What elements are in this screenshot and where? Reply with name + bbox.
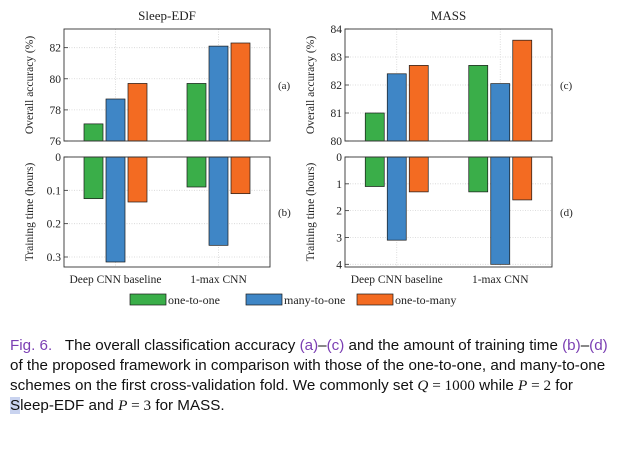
caption-text-1: The overall classification accuracy bbox=[64, 337, 300, 354]
panel-b-frame bbox=[63, 156, 271, 268]
panel-a-title: Sleep-EDF bbox=[138, 8, 196, 23]
panel-c-bar-many-to-one-deep-cnn bbox=[386, 73, 407, 142]
legend-swatch-one-to-one bbox=[129, 293, 167, 306]
legend-swatch-many-to-one bbox=[245, 293, 283, 306]
panel-d-label: (d) bbox=[560, 207, 573, 219]
panel-d-xtick-label: 1-max CNN bbox=[472, 274, 529, 286]
panel-a-bar-one-to-many-deep-cnn bbox=[127, 83, 148, 142]
panel-a-ytick-label: 76 bbox=[50, 136, 62, 148]
figure-caption: Fig. 6. The overall classification accur… bbox=[10, 336, 620, 416]
panel-b-bar-one-to-many-deep-cnn bbox=[127, 156, 148, 203]
panel-d-xtick-label: Deep CNN baseline bbox=[351, 274, 443, 286]
panel-c-ytick-label: 83 bbox=[331, 52, 343, 64]
panel-b-xtick-label: 1-max CNN bbox=[190, 274, 247, 286]
panel-b-bar-many-to-one-deep-cnn bbox=[105, 156, 126, 263]
panel-d-frame bbox=[344, 156, 553, 268]
panel-c-bar-one-to-one-deep-cnn bbox=[364, 112, 385, 142]
panel-b-bar-many-to-one-1max-cnn bbox=[208, 156, 229, 246]
panel-a-ylabel: Overall accuracy (%) bbox=[24, 36, 36, 134]
panel-b-ytick-label: 0.3 bbox=[47, 252, 62, 264]
panel-d-ytick-label: 1 bbox=[336, 179, 342, 191]
panel-d-ytick-label: 4 bbox=[336, 259, 342, 271]
caption-text-5: for bbox=[551, 377, 573, 394]
panel-a-ytick-label: 82 bbox=[50, 43, 62, 55]
panel-d-ylabel: Training time (hours) bbox=[305, 163, 317, 262]
caption-text-6: leep-EDF and bbox=[20, 397, 119, 414]
panel-b-xtick-label: Deep CNN baseline bbox=[70, 274, 162, 286]
panel-b-bar-one-to-one-1max-cnn bbox=[186, 156, 207, 188]
panel-d-bar-many-to-one-1max-cnn bbox=[490, 156, 511, 265]
panel-d-bar-one-to-many-1max-cnn bbox=[512, 156, 533, 201]
panel-c-label: (c) bbox=[560, 80, 573, 92]
panel-a-bar-one-to-one-deep-cnn bbox=[83, 123, 104, 142]
panel-c-ylabel: Overall accuracy (%) bbox=[305, 36, 317, 134]
panel-b-ytick-label: 0.1 bbox=[47, 185, 62, 197]
panel-c-ytick-label: 80 bbox=[331, 136, 343, 148]
caption-label: Fig. 6. bbox=[10, 337, 53, 354]
panel-b-bar-one-to-one-deep-cnn bbox=[83, 156, 104, 200]
panel-d-bar-one-to-many-deep-cnn bbox=[408, 156, 429, 193]
panel-a-frame bbox=[63, 28, 271, 142]
panel-d-bar-many-to-one-deep-cnn bbox=[386, 156, 407, 241]
panel-a-bar-one-to-one-1max-cnn bbox=[186, 83, 207, 142]
legend-label-one-to-many: one-to-many bbox=[395, 293, 456, 307]
panel-a-bar-many-to-one-1max-cnn bbox=[208, 45, 229, 142]
caption-p-var-1: P bbox=[518, 377, 528, 394]
panel-a-ytick-label: 80 bbox=[50, 74, 62, 86]
panel-c-ytick-label: 81 bbox=[331, 108, 343, 120]
panel-c-ytick-label: 82 bbox=[331, 80, 343, 92]
panel-d-bar-one-to-one-1max-cnn bbox=[468, 156, 489, 193]
caption-q-eq: = 1000 bbox=[428, 377, 475, 394]
panel-a-bar-many-to-one-deep-cnn bbox=[105, 98, 126, 142]
caption-text-3: of the proposed framework in comparison … bbox=[10, 357, 606, 394]
caption-ref-c[interactable]: (c) bbox=[326, 337, 345, 354]
caption-text-7: for MASS. bbox=[151, 397, 225, 414]
legend-label-many-to-one: many-to-one bbox=[284, 293, 345, 307]
caption-ref-b[interactable]: (b) bbox=[562, 337, 581, 354]
caption-p-var-2: P bbox=[118, 397, 128, 414]
caption-ref-d[interactable]: (d) bbox=[589, 337, 608, 354]
caption-p-eq-1: = 2 bbox=[527, 377, 552, 394]
panel-c-frame bbox=[344, 28, 553, 142]
caption-text-2: and the amount of training time bbox=[344, 337, 563, 354]
panel-d-ytick-label: 0 bbox=[336, 152, 342, 164]
panel-c-title: MASS bbox=[431, 8, 466, 23]
panel-b-label: (b) bbox=[278, 207, 291, 219]
panel-c-bar-one-to-one-1max-cnn bbox=[468, 65, 489, 142]
panel-d-ytick-label: 3 bbox=[336, 232, 342, 244]
panel-c-bar-one-to-many-1max-cnn bbox=[512, 39, 533, 142]
caption-ref-a[interactable]: (a) bbox=[299, 337, 319, 354]
panel-a-bar-one-to-many-1max-cnn bbox=[230, 42, 251, 142]
caption-dash-2: – bbox=[580, 337, 590, 354]
panel-d-ytick-label: 2 bbox=[336, 206, 342, 218]
caption-dash-1: – bbox=[318, 337, 327, 354]
panel-c-bar-many-to-one-1max-cnn bbox=[490, 83, 511, 142]
caption-s-letter: S bbox=[10, 397, 21, 414]
panel-b-bar-one-to-many-1max-cnn bbox=[230, 156, 251, 195]
panel-b-ylabel: Training time (hours) bbox=[24, 163, 36, 262]
figure: 76 78 80 82 Sleep-EDF (a) Overall accuracy (%)… bbox=[24, 8, 573, 307]
panel-b-ytick-label: 0.2 bbox=[47, 219, 62, 231]
panel-c-bar-one-to-many-deep-cnn bbox=[408, 65, 429, 142]
legend-label-one-to-one: one-to-one bbox=[168, 293, 220, 307]
caption-q-var: Q bbox=[417, 377, 429, 394]
panel-c-ytick-label: 84 bbox=[331, 24, 343, 36]
panel-a-label: (a) bbox=[278, 80, 291, 92]
panel-a-ytick-label: 78 bbox=[50, 105, 62, 117]
panel-b-ytick-label: 0 bbox=[55, 152, 61, 164]
figure-svg: 76 78 80 82 Sleep-EDF (a) Overall accuracy (%)… bbox=[24, 8, 573, 307]
caption-text-4: while bbox=[474, 377, 518, 394]
caption-p-eq-2: = 3 bbox=[127, 397, 152, 414]
legend-swatch-one-to-many bbox=[356, 293, 394, 306]
panel-d-bar-one-to-one-deep-cnn bbox=[364, 156, 385, 187]
